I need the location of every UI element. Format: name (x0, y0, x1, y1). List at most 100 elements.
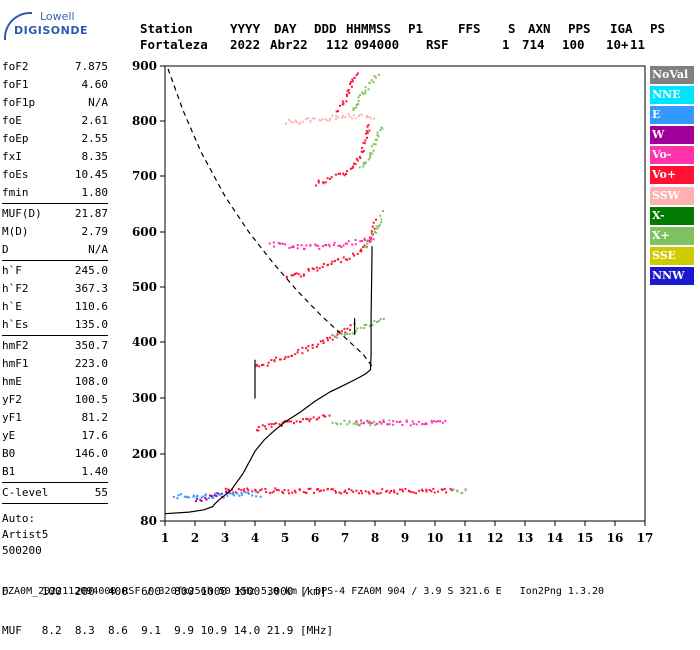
echo-dot (415, 423, 418, 426)
echo-dot (290, 420, 293, 423)
echo-dot (302, 273, 305, 276)
param-value: N/A (88, 243, 108, 256)
echo-dot (435, 420, 438, 423)
param-row: B1 1.40 (2, 463, 108, 481)
echo-dot (361, 91, 364, 94)
echo-dot (176, 497, 179, 500)
param-key: hmF2 (2, 339, 29, 352)
y-tick-label: 700 (132, 169, 157, 183)
echo-dot (216, 492, 219, 495)
echo-dot (418, 489, 421, 492)
echo-dot (300, 244, 303, 247)
echo-dot (378, 319, 381, 322)
echo-dot (294, 119, 297, 122)
echo-dot (367, 124, 370, 127)
echo-dot (344, 258, 347, 261)
echo-dot (370, 230, 373, 233)
header-label-5: P1 (408, 21, 423, 36)
echo-dot (407, 489, 410, 492)
echo-dot (335, 491, 337, 494)
echo-dot (358, 166, 361, 169)
param-key: D (2, 243, 9, 256)
echo-dot (366, 131, 369, 134)
x-tick-label: 6 (311, 531, 319, 545)
echo-dot (272, 490, 275, 493)
echo-dot (241, 493, 244, 496)
echo-dot (322, 489, 325, 492)
legend-item-ssw: SSW (650, 186, 694, 205)
y-tick-label: 600 (132, 225, 157, 239)
x-tick-label: 9 (401, 531, 409, 545)
echo-dot (425, 423, 428, 426)
echo-dot (378, 420, 381, 423)
param-key: B0 (2, 447, 16, 460)
echo-dot (364, 89, 367, 92)
echo-dot (361, 422, 364, 425)
echo-dot (437, 490, 440, 493)
echo-dot (312, 268, 315, 270)
echo-dot (352, 162, 355, 165)
echo-dot (346, 242, 348, 245)
echo-dot (344, 242, 347, 245)
echo-dot (357, 100, 360, 102)
echo-dot (179, 493, 182, 496)
echo-dot (344, 116, 347, 119)
trace-f1-tail (355, 419, 447, 427)
echo-dot (357, 96, 360, 99)
echo-dot (409, 424, 412, 427)
param-row: hmF2 350.7 (2, 337, 108, 355)
param-key: foEp (2, 132, 29, 145)
legend-item-x: X- (650, 206, 694, 225)
echo-dot (291, 354, 294, 357)
param-row: h`Es 135.0 (2, 316, 108, 334)
echo-dot (278, 423, 281, 426)
echo-dot (273, 245, 275, 248)
echo-dot (322, 245, 324, 248)
y-tick-label: 200 (132, 447, 157, 461)
echo-dot (331, 333, 334, 336)
echo-dot (324, 181, 327, 184)
param-value: 21.87 (74, 207, 108, 220)
x-tick-label: 8 (371, 531, 379, 545)
echo-dot (417, 420, 420, 423)
echo-dot (322, 342, 325, 344)
param-key: yF2 (2, 393, 22, 406)
echo-dot (287, 489, 290, 492)
legend-item-x: X+ (650, 226, 694, 245)
echo-dot (432, 487, 435, 490)
echo-dot (388, 423, 391, 426)
echo-dot (371, 489, 374, 492)
echo-dot (331, 488, 334, 491)
echo-dot (355, 74, 358, 77)
echo-dot (311, 267, 314, 270)
echo-dot (227, 492, 230, 494)
header-label-4: HHMMSS (346, 21, 391, 36)
echo-dot (379, 421, 382, 424)
echo-dot (264, 487, 267, 490)
echo-dot (302, 274, 305, 277)
echo-dot (317, 343, 320, 346)
echo-dot (360, 113, 363, 116)
echo-dot (328, 245, 331, 248)
legend-item-sse: SSE (650, 246, 694, 265)
echo-dot (370, 145, 373, 148)
echo-dot (380, 422, 383, 425)
param-value: 367.3 (74, 282, 108, 295)
echo-dot (265, 491, 267, 494)
echo-dot (231, 493, 234, 496)
param-key: yF1 (2, 411, 22, 424)
echo-dot (363, 142, 366, 145)
x-tick-label: 10 (427, 531, 444, 545)
trace-f-multi-2 (285, 218, 377, 279)
echo-dot (279, 242, 282, 245)
header-label-2: DAY (274, 21, 297, 36)
echo-dot (331, 114, 334, 117)
echo-dot (292, 121, 295, 124)
echo-dot (362, 422, 365, 425)
param-row: C-level 55 (2, 484, 108, 502)
echo-dot (355, 157, 358, 160)
param-row: D N/A (2, 241, 108, 259)
echo-dot (464, 488, 467, 491)
echo-dot (255, 495, 258, 498)
echo-dot (237, 488, 240, 491)
